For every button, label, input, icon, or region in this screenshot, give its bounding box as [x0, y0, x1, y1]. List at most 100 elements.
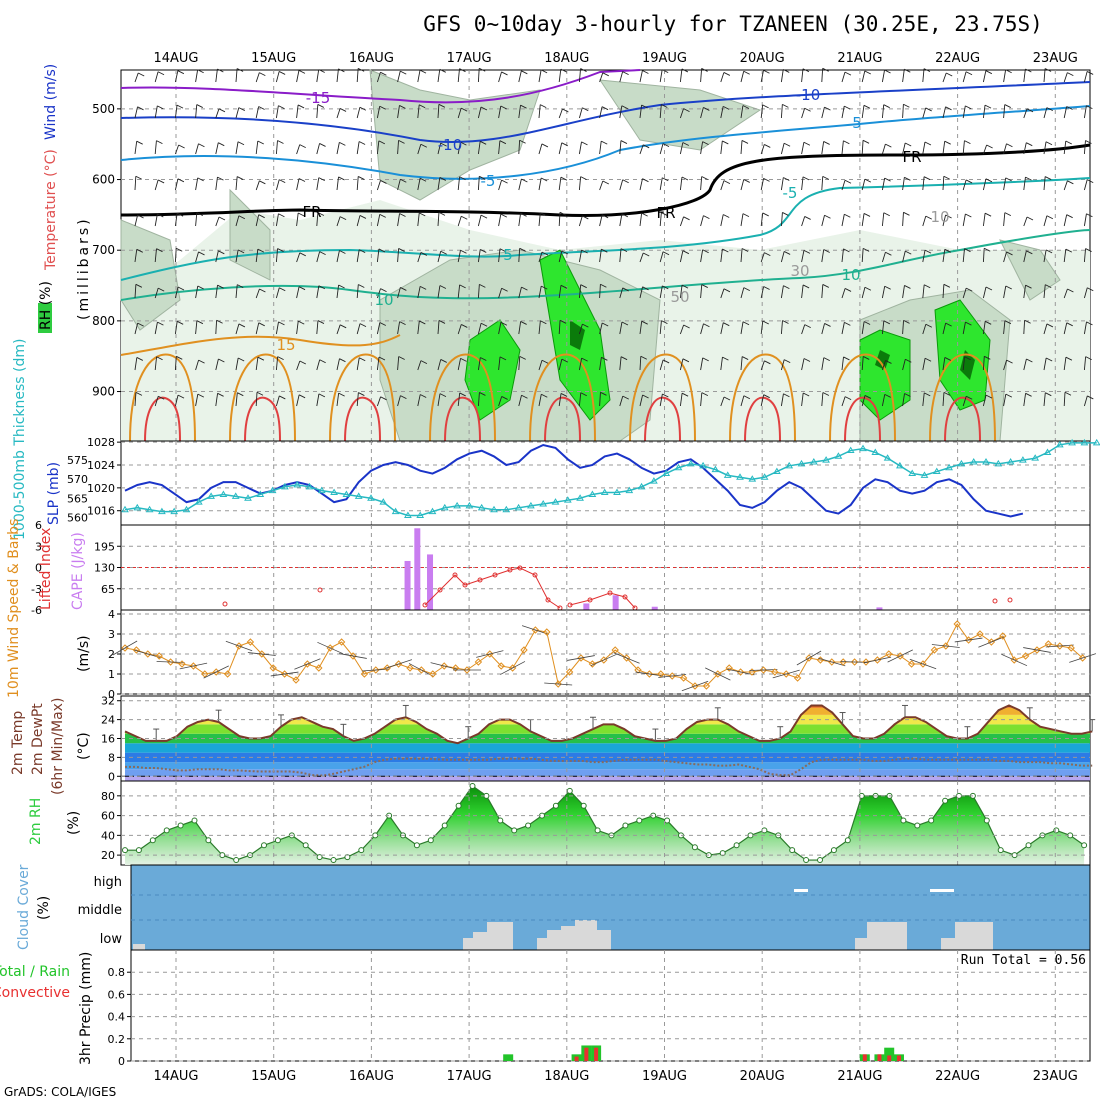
wind-barb	[356, 357, 360, 371]
wind-barb	[154, 71, 159, 83]
wind-barb-flag	[661, 212, 668, 216]
rh-point	[928, 817, 935, 824]
rh-point	[664, 817, 671, 824]
wind-barb-flag	[985, 286, 993, 291]
wind-barb-flag	[1085, 356, 1092, 361]
lifted-index-point	[532, 572, 538, 578]
top-date-label: 14AUG	[153, 51, 198, 66]
wind-barb	[841, 71, 846, 83]
wind-barb-flag	[157, 213, 164, 218]
wind-barb-flag	[965, 105, 972, 110]
wind-barb-flag	[683, 216, 690, 221]
lifted-index-point	[222, 601, 228, 607]
wind-barb	[801, 142, 805, 155]
wind-barb-flag	[984, 355, 991, 360]
thickness-point	[736, 473, 744, 480]
wind-barb-flag	[298, 178, 306, 182]
wind-barb-flag	[723, 396, 731, 401]
wind-barb	[720, 288, 725, 299]
wind-barb-flag	[582, 107, 589, 112]
wind-barb-flag	[279, 395, 286, 400]
wind-barb	[154, 140, 157, 155]
wind-barb-flag	[682, 142, 690, 146]
wind-barb-flag	[459, 392, 466, 397]
thickness-point	[846, 446, 855, 454]
cape-bar	[583, 603, 590, 610]
wind-barb	[195, 69, 199, 83]
wind-barb	[134, 106, 138, 119]
wind-speed-point	[451, 664, 460, 672]
wind-barb	[760, 104, 764, 119]
cloud-block	[133, 944, 145, 950]
wind-barb-flag	[843, 356, 850, 361]
wind-barb-flag	[923, 176, 931, 181]
wind-barb	[558, 108, 563, 119]
wind-barb	[982, 395, 987, 407]
wind-barb-flag	[1044, 68, 1052, 72]
wind-barb-flag	[237, 392, 244, 397]
wind-barb-flag	[804, 324, 811, 329]
cloud-block	[537, 938, 547, 950]
wind-barb-flag	[177, 394, 185, 399]
wind-barb-flag	[420, 143, 428, 148]
wind-barb-flag	[177, 286, 185, 291]
wind-barb	[962, 396, 967, 407]
freezing-level	[120, 143, 1091, 217]
wind-barb	[1043, 284, 1046, 299]
wind-barb-flag	[662, 143, 670, 147]
wind-barb	[417, 104, 420, 119]
wind-barb	[235, 176, 238, 191]
lifted-index-point	[545, 597, 551, 603]
wind-barb	[538, 360, 543, 371]
wind-barb-flag	[480, 357, 487, 361]
wind-barb-flag	[218, 108, 226, 113]
lifted-index-point	[587, 597, 593, 603]
wind-barb	[700, 284, 703, 299]
rh-mid-area	[379, 249, 661, 442]
wind-barb	[659, 212, 662, 227]
wind-barb-flag	[642, 70, 649, 74]
cape-bar	[876, 607, 883, 610]
rh-point	[900, 817, 907, 824]
wind-barb	[397, 71, 401, 83]
wind-barb	[700, 392, 703, 407]
wind-barb	[902, 285, 905, 299]
cloud-block	[473, 932, 487, 950]
wind-barb-flag	[379, 213, 386, 218]
wind-barb-flag	[620, 356, 628, 361]
wind-barb-flag	[177, 70, 185, 75]
wind-barb-flag	[964, 140, 971, 145]
wind-barb	[1043, 141, 1047, 155]
wind-barb	[599, 214, 603, 227]
wind-barb	[740, 395, 745, 407]
wind-barb	[336, 250, 340, 263]
wind-barb	[659, 285, 663, 299]
tick-label: 1028	[87, 436, 115, 449]
wind-barb-flag	[398, 356, 405, 360]
wind-speed-point	[953, 620, 961, 628]
wind-barb	[457, 392, 461, 407]
wind-barb-flag	[1004, 104, 1011, 108]
wind-barb-flag	[339, 216, 347, 221]
wind-barb-flag	[984, 104, 992, 109]
wind-barb-flag	[501, 396, 508, 400]
wind-barb-flag	[802, 68, 810, 73]
wind-barb	[376, 288, 381, 299]
wind-barb-flag	[601, 214, 609, 219]
wind-barb	[962, 248, 965, 263]
wind-barb-flag	[984, 320, 992, 325]
wind-barb	[316, 359, 321, 371]
wind-barb-flag	[643, 252, 650, 257]
wind-barb-flag	[844, 288, 852, 292]
wind-speed-point	[1056, 642, 1064, 650]
wind-speed-point	[679, 674, 688, 682]
wind-barb-flag	[661, 69, 669, 74]
wind-barb-flag	[741, 140, 749, 144]
li-tick-label: -3	[31, 583, 42, 596]
wind-barb-flag	[1025, 176, 1032, 181]
wind-barb-flag	[601, 322, 609, 327]
temperature-axis-label: Temperature (°C)	[43, 149, 59, 271]
bottom-date-label: 22AUG	[935, 1069, 980, 1084]
thickness-point	[391, 507, 400, 515]
wind-barb-flag	[601, 248, 608, 253]
